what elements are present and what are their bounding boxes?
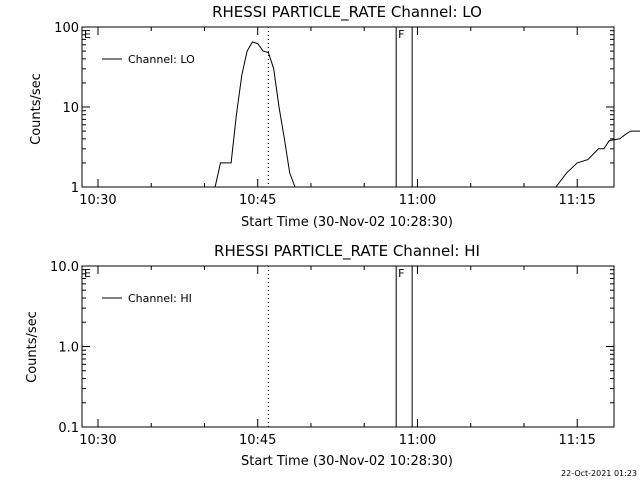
y-tick-label: 1: [71, 181, 79, 196]
render-timestamp: 22-Oct-2021 01:23: [561, 469, 637, 478]
y-tick-label: 10: [62, 101, 79, 116]
panel-lo: RHESSI PARTICLE_RATE Channel: LO Counts/…: [29, 3, 640, 230]
annotation-label: F: [398, 267, 404, 280]
x-tick-label: 11:00: [399, 433, 436, 448]
y-tick-label: 100: [54, 21, 79, 36]
y-tick-label: 1.0: [58, 341, 79, 356]
y-axis-label-lo: Counts/sec: [29, 73, 44, 145]
legend-label: Channel: LO: [128, 53, 195, 66]
plot-area-hi: EFSFE0.11.010.010:3010:4511:0011:1511:30…: [50, 260, 615, 448]
x-tick-label: 11:15: [558, 193, 595, 208]
x-tick-label: 10:30: [79, 193, 116, 208]
x-tick-label: 11:15: [558, 433, 595, 448]
annotation-label: F: [398, 28, 404, 41]
annotation-label: E: [84, 28, 91, 41]
chart-title-hi: RHESSI PARTICLE_RATE Channel: HI: [214, 242, 480, 261]
plot-frame: [81, 26, 615, 188]
x-tick-label: 11:00: [399, 193, 436, 208]
panel-hi: RHESSI PARTICLE_RATE Channel: HI Counts/…: [25, 242, 615, 469]
x-tick-label: 10:45: [239, 433, 276, 448]
x-axis-label-hi: Start Time (30-Nov-02 10:28:30): [241, 454, 453, 469]
annotation-label: E: [84, 267, 91, 280]
legend-label: Channel: HI: [128, 292, 192, 305]
x-tick-label: 10:45: [239, 193, 276, 208]
series-line: [214, 41, 640, 188]
plot-frame: [81, 265, 615, 428]
y-tick-label: 0.1: [58, 421, 79, 436]
y-tick-label: 10.0: [50, 260, 79, 275]
y-axis-label-hi: Counts/sec: [25, 311, 40, 383]
x-tick-label: 10:30: [79, 433, 116, 448]
chart-title-lo: RHESSI PARTICLE_RATE Channel: LO: [212, 3, 482, 22]
plot-area-lo: EFSFE11010010:3010:4511:0011:1511:3011:4…: [54, 21, 640, 208]
x-axis-label-lo: Start Time (30-Nov-02 10:28:30): [241, 215, 453, 230]
